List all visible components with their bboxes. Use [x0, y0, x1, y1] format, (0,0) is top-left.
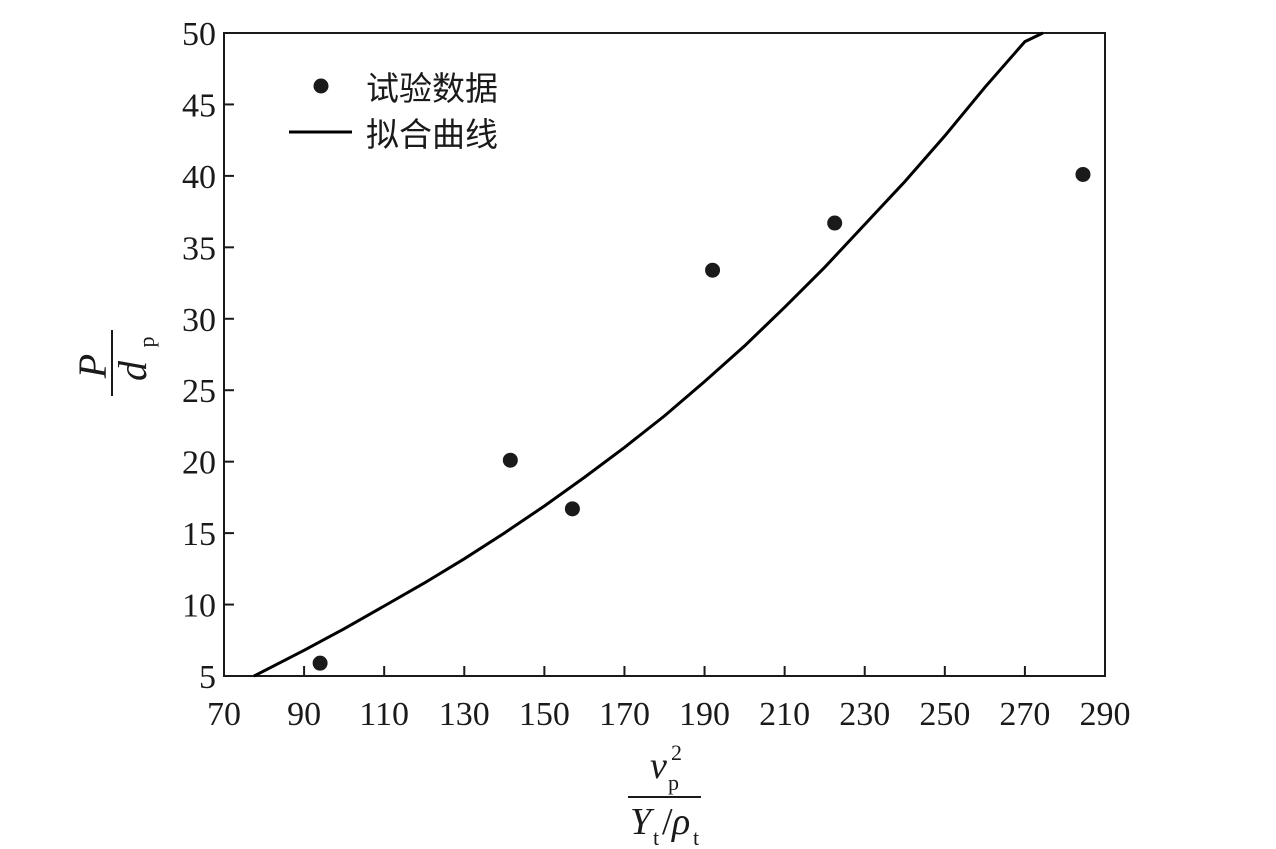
data-point — [827, 215, 843, 231]
xlabel-numerator: v — [650, 745, 667, 787]
x-axis-tick-labels: 70 90 110 130 150 170 190 210 230 250 270 290 — [207, 696, 1131, 733]
y-tick-label-5: 5 — [199, 659, 216, 696]
data-point — [312, 655, 328, 671]
x-tick-label-70: 70 — [207, 696, 241, 733]
legend-label-fit: 拟合曲线 — [366, 115, 498, 154]
y-axis-tick-labels: 5 10 15 20 25 30 35 40 45 50 — [182, 16, 216, 696]
x-axis-label: v 2 p Y t / ρ t — [628, 740, 701, 849]
x-tick-label-230: 230 — [839, 696, 890, 733]
legend: 试验数据 拟合曲线 — [289, 69, 498, 154]
data-point — [564, 501, 580, 517]
ylabel-numerator: P — [70, 354, 115, 379]
fit-curve-line — [253, 31, 1044, 678]
y-tick-label-25: 25 — [182, 373, 216, 410]
xlabel-denominator-Y-sub: t — [653, 825, 659, 849]
x-tick-label-190: 190 — [679, 696, 730, 733]
legend-marker-data — [313, 78, 329, 94]
data-point — [705, 262, 721, 278]
data-point — [1075, 166, 1091, 182]
xlabel-denominator-slash: / — [662, 801, 673, 843]
xlabel-numerator-sub: p — [668, 770, 679, 795]
y-tick-label-40: 40 — [182, 159, 216, 196]
y-tick-label-10: 10 — [182, 588, 216, 625]
x-axis-ticks — [223, 666, 1106, 676]
x-tick-label-250: 250 — [919, 696, 970, 733]
x-tick-label-290: 290 — [1080, 696, 1131, 733]
plot-frame — [223, 32, 1106, 677]
y-axis-ticks — [224, 32, 234, 677]
legend-label-data: 试验数据 — [366, 69, 498, 108]
x-tick-label-130: 130 — [439, 696, 490, 733]
y-tick-label-35: 35 — [182, 230, 216, 267]
y-tick-label-50: 50 — [182, 16, 216, 53]
x-tick-label-110: 110 — [359, 696, 409, 733]
x-tick-label-170: 170 — [599, 696, 650, 733]
xlabel-denominator-rho-sub: t — [693, 825, 699, 849]
x-tick-label-90: 90 — [287, 696, 321, 733]
y-tick-label-45: 45 — [182, 87, 216, 124]
y-tick-label-20: 20 — [182, 445, 216, 482]
ylabel-denominator-sub: p — [134, 337, 159, 348]
y-tick-label-30: 30 — [182, 302, 216, 339]
data-points — [312, 166, 1091, 671]
xlabel-denominator-Y: Y — [630, 801, 655, 843]
y-axis-label: P d p — [70, 330, 159, 396]
ylabel-denominator: d — [110, 360, 155, 381]
xlabel-numerator-sup: 2 — [671, 740, 682, 765]
x-tick-label-270: 270 — [999, 696, 1050, 733]
xlabel-denominator-rho: ρ — [671, 801, 690, 843]
x-tick-label-210: 210 — [759, 696, 810, 733]
data-point — [502, 452, 518, 468]
x-tick-label-150: 150 — [519, 696, 570, 733]
y-tick-label-15: 15 — [182, 516, 216, 553]
